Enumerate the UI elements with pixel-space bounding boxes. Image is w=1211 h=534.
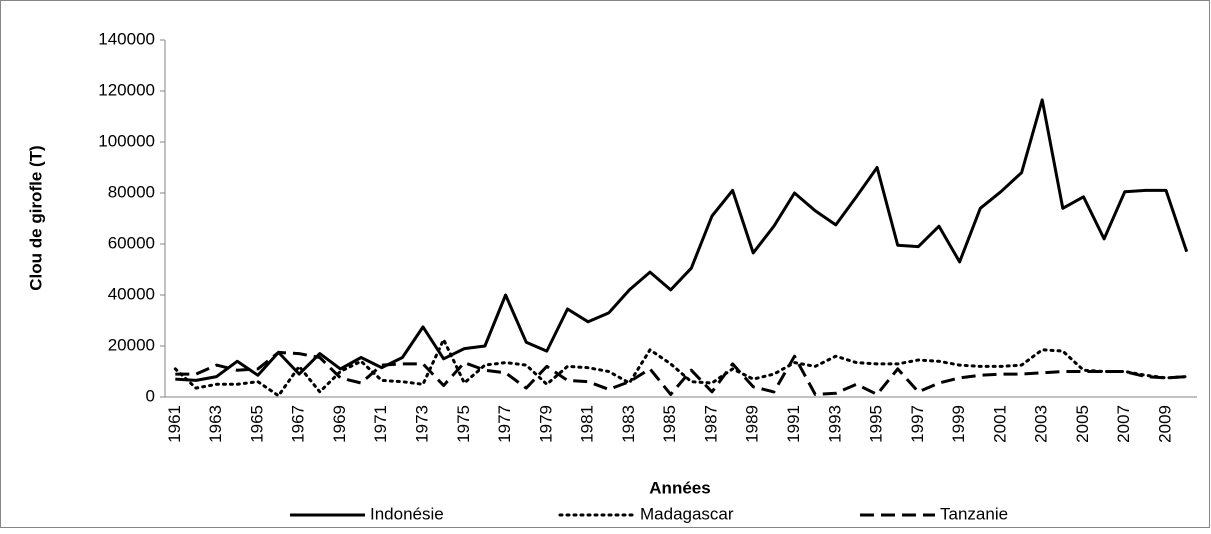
x-tick-label: 1979 (536, 405, 555, 443)
x-tick-label: 1989 (743, 405, 762, 443)
y-tick-label: 100000 (98, 131, 155, 150)
x-tick-label: 1981 (578, 405, 597, 443)
x-tick-label: 1973 (412, 405, 431, 443)
x-tick-label: 1987 (701, 405, 720, 443)
x-tick-label: 1969 (330, 405, 349, 443)
y-tick-label: 80000 (108, 182, 155, 201)
x-tick-label: 2009 (1156, 405, 1175, 443)
x-tick-label: 2003 (1032, 405, 1051, 443)
y-tick-label: 40000 (108, 284, 155, 303)
x-tick-label: 1965 (247, 405, 266, 443)
x-tick-label: 1975 (454, 405, 473, 443)
y-tick-label: 120000 (98, 80, 155, 99)
series-line (175, 98, 1189, 382)
y-tick-label: 140000 (98, 29, 155, 48)
x-tick-label: 1983 (619, 405, 638, 443)
y-tick-label: 20000 (108, 335, 155, 354)
y-tick-label: 60000 (108, 233, 155, 252)
x-tick-label: 1971 (371, 405, 390, 443)
x-tick-label: 1961 (165, 405, 184, 443)
x-tick-label: 1967 (289, 405, 308, 443)
x-tick-label: 2001 (990, 405, 1009, 443)
x-tick-label: 1985 (660, 405, 679, 443)
series-line (175, 350, 1187, 396)
y-tick-label: 0 (146, 386, 155, 405)
y-axis-title: Clou de girofle (T) (26, 145, 45, 290)
series-line (173, 338, 1189, 398)
x-tick-label: 1999 (949, 405, 968, 443)
x-tick-label: 1991 (784, 405, 803, 443)
x-tick-label: 1977 (495, 405, 514, 443)
x-tick-label: 1993 (825, 405, 844, 443)
legend-label: Indonésie (370, 504, 444, 523)
x-tick-label: 2007 (1114, 405, 1133, 443)
x-tick-label: 1963 (206, 405, 225, 443)
x-tick-label: 1995 (867, 405, 886, 443)
x-axis-title: Années (649, 478, 710, 497)
legend-label: Tanzanie (940, 504, 1008, 523)
x-tick-label: 1997 (908, 405, 927, 443)
legend-label: Madagascar (640, 504, 734, 523)
x-tick-label: 2005 (1073, 405, 1092, 443)
